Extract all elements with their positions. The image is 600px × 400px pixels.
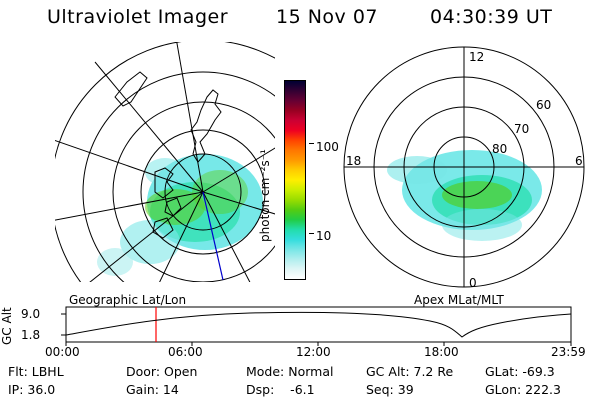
info-gain: Gain: 14 — [126, 382, 179, 397]
altitude-ytick-9: 9.0 — [21, 307, 41, 321]
instrument-title: Ultraviolet Imager — [47, 6, 229, 28]
geographic-map-panel — [55, 42, 275, 282]
altitude-xtick-1200: 12:00 — [296, 345, 331, 359]
colorbar-tick-10 — [309, 233, 314, 234]
mlt-label-bottom: 0 — [469, 276, 477, 290]
altitude-xtick-2359: 23:59 — [551, 345, 586, 359]
altitude-plot — [61, 306, 572, 346]
info-seq: Seq: 39 — [366, 382, 414, 397]
mlat-label-70: 70 — [514, 122, 529, 136]
colorbar-tick-100 — [309, 143, 314, 144]
colorbar — [284, 80, 306, 280]
altitude-curve — [65, 311, 572, 338]
info-gc-alt: GC Alt: 7.2 Re — [366, 364, 454, 379]
longitude-lines — [55, 42, 275, 282]
mlt-label-right: 6 — [575, 154, 583, 168]
altitude-xtick-0000: 00:00 — [45, 345, 80, 359]
aurora-emission-left — [97, 154, 263, 276]
info-ip: IP: 36.0 — [8, 382, 56, 397]
colorbar-tick-label-100: 100 — [316, 140, 339, 154]
info-door: Door: Open — [126, 364, 198, 379]
altitude-ytick-1: 1.8 — [21, 328, 41, 342]
local-meridian-line — [202, 191, 224, 281]
geographic-caption: Geographic Lat/Lon — [69, 293, 187, 307]
polar-plot-panel: 12 0 18 6 60 70 80 — [343, 46, 585, 290]
info-glon: GLon: 222.3 — [485, 382, 561, 397]
time-label: 04:30:39 UT — [430, 6, 553, 28]
mlt-label-top: 12 — [469, 50, 484, 64]
colorbar-unit-label: photon cm⁻²s⁻¹ — [258, 149, 272, 242]
altitude-xtick-1800: 18:00 — [424, 345, 459, 359]
polar-caption: Apex MLat/MLT — [414, 293, 504, 307]
mlat-label-80: 80 — [492, 142, 507, 156]
altitude-axis-label: GC Alt — [0, 307, 14, 345]
altitude-xtick-0600: 06:00 — [168, 345, 203, 359]
info-mode: Mode: Normal — [246, 364, 334, 379]
polar-grid-lines — [344, 47, 584, 287]
colorbar-tick-label-10: 10 — [316, 229, 332, 243]
info-flt: Flt: LBHL — [8, 364, 64, 379]
latitude-circles — [55, 42, 275, 282]
aurora-emission-right — [387, 150, 542, 241]
info-glat: GLat: -69.3 — [485, 364, 555, 379]
mlt-label-left: 18 — [346, 154, 361, 168]
date-label: 15 Nov 07 — [276, 6, 379, 28]
mlat-label-60: 60 — [536, 98, 551, 112]
coastline — [114, 71, 222, 239]
info-dsp: Dsp: -6.1 — [246, 382, 315, 397]
